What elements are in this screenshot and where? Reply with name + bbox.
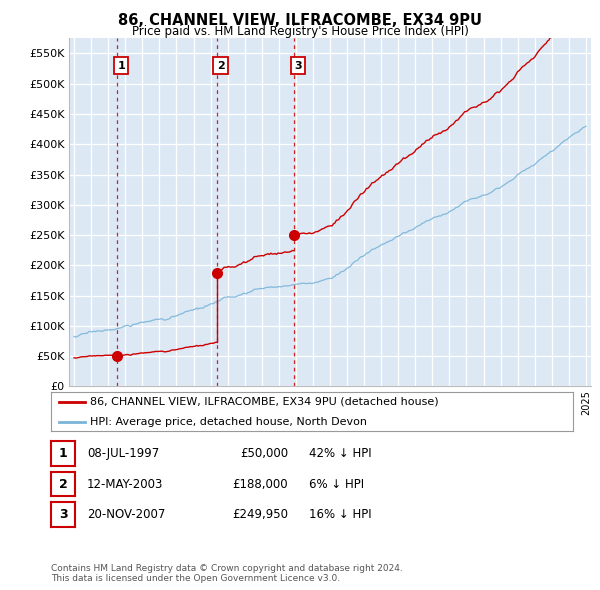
Text: £249,950: £249,950 [232, 508, 288, 521]
Text: £188,000: £188,000 [232, 477, 288, 490]
Text: 2: 2 [59, 477, 67, 490]
Text: 08-JUL-1997: 08-JUL-1997 [87, 447, 159, 460]
Text: 12-MAY-2003: 12-MAY-2003 [87, 477, 163, 490]
Text: 86, CHANNEL VIEW, ILFRACOMBE, EX34 9PU: 86, CHANNEL VIEW, ILFRACOMBE, EX34 9PU [118, 13, 482, 28]
Text: 3: 3 [294, 61, 302, 71]
Text: Price paid vs. HM Land Registry's House Price Index (HPI): Price paid vs. HM Land Registry's House … [131, 25, 469, 38]
Text: 2: 2 [217, 61, 224, 71]
Text: 42% ↓ HPI: 42% ↓ HPI [309, 447, 371, 460]
Text: 6% ↓ HPI: 6% ↓ HPI [309, 477, 364, 490]
Text: HPI: Average price, detached house, North Devon: HPI: Average price, detached house, Nort… [90, 417, 367, 427]
Text: 1: 1 [59, 447, 67, 460]
Text: 20-NOV-2007: 20-NOV-2007 [87, 508, 166, 521]
Text: £50,000: £50,000 [240, 447, 288, 460]
Text: 1: 1 [117, 61, 125, 71]
Text: Contains HM Land Registry data © Crown copyright and database right 2024.
This d: Contains HM Land Registry data © Crown c… [51, 563, 403, 583]
Text: 3: 3 [59, 508, 67, 521]
Text: 16% ↓ HPI: 16% ↓ HPI [309, 508, 371, 521]
Text: 86, CHANNEL VIEW, ILFRACOMBE, EX34 9PU (detached house): 86, CHANNEL VIEW, ILFRACOMBE, EX34 9PU (… [90, 397, 439, 407]
